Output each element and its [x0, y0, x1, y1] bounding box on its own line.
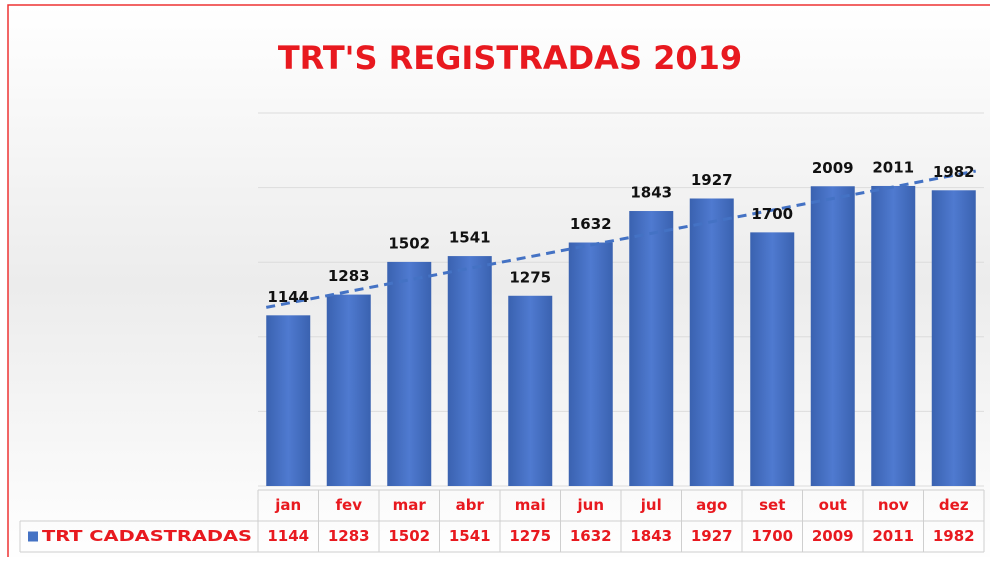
data-label: 2011: [872, 158, 914, 176]
data-label: 1502: [388, 234, 430, 252]
data-label: 1283: [328, 267, 370, 285]
x-tick-label: jul: [640, 496, 662, 514]
table-value: 1144: [267, 527, 309, 545]
x-tick-label: jun: [577, 496, 605, 514]
bar: [326, 294, 371, 486]
table-value: 1502: [388, 527, 430, 545]
data-label: 1541: [449, 229, 491, 247]
bar: [871, 185, 916, 486]
legend-label: TRT CADASTRADAS: [42, 527, 252, 545]
bar: [447, 256, 492, 486]
table-value: 2009: [812, 527, 854, 545]
table-value: 1843: [630, 527, 672, 545]
bar: [931, 190, 976, 487]
x-tick-label: abr: [456, 496, 485, 514]
data-label: 1982: [933, 163, 975, 181]
table-value: 1541: [449, 527, 491, 545]
table-value: 1700: [751, 527, 793, 545]
x-tick-label: fev: [336, 496, 363, 514]
table-value: 1283: [328, 527, 370, 545]
bar: [387, 261, 432, 486]
data-label: 1843: [630, 184, 672, 202]
table-value: 1982: [933, 527, 975, 545]
chart-title: TRT'S REGISTRADAS 2019: [278, 39, 742, 77]
trendline: [265, 169, 977, 309]
legend-key: [28, 531, 38, 542]
x-tick-label: jan: [274, 496, 301, 514]
bar: [810, 186, 855, 486]
x-tick-label: mai: [515, 496, 546, 514]
bar: [689, 198, 734, 487]
table-value: 1927: [691, 527, 733, 545]
bar: [568, 242, 613, 486]
table-value: 1275: [509, 527, 551, 545]
data-label: 1144: [267, 288, 309, 306]
data-label: 1927: [691, 171, 733, 189]
x-tick-label: set: [759, 496, 785, 514]
data-label: 2009: [812, 159, 854, 177]
bar: [266, 315, 311, 486]
table-value: 1632: [570, 527, 612, 545]
x-tick-label: dez: [939, 496, 969, 514]
x-tick-label: ago: [696, 496, 727, 514]
data-label: 1275: [509, 268, 551, 286]
data-label: 1632: [570, 215, 612, 233]
x-tick-label: nov: [878, 496, 909, 514]
bar: [629, 211, 674, 486]
data-label: 1700: [751, 205, 793, 223]
table-value: 2011: [872, 527, 914, 545]
bar: [750, 232, 795, 486]
x-tick-label: out: [819, 496, 847, 514]
x-tick-label: mar: [393, 496, 427, 514]
bar: [508, 295, 553, 486]
